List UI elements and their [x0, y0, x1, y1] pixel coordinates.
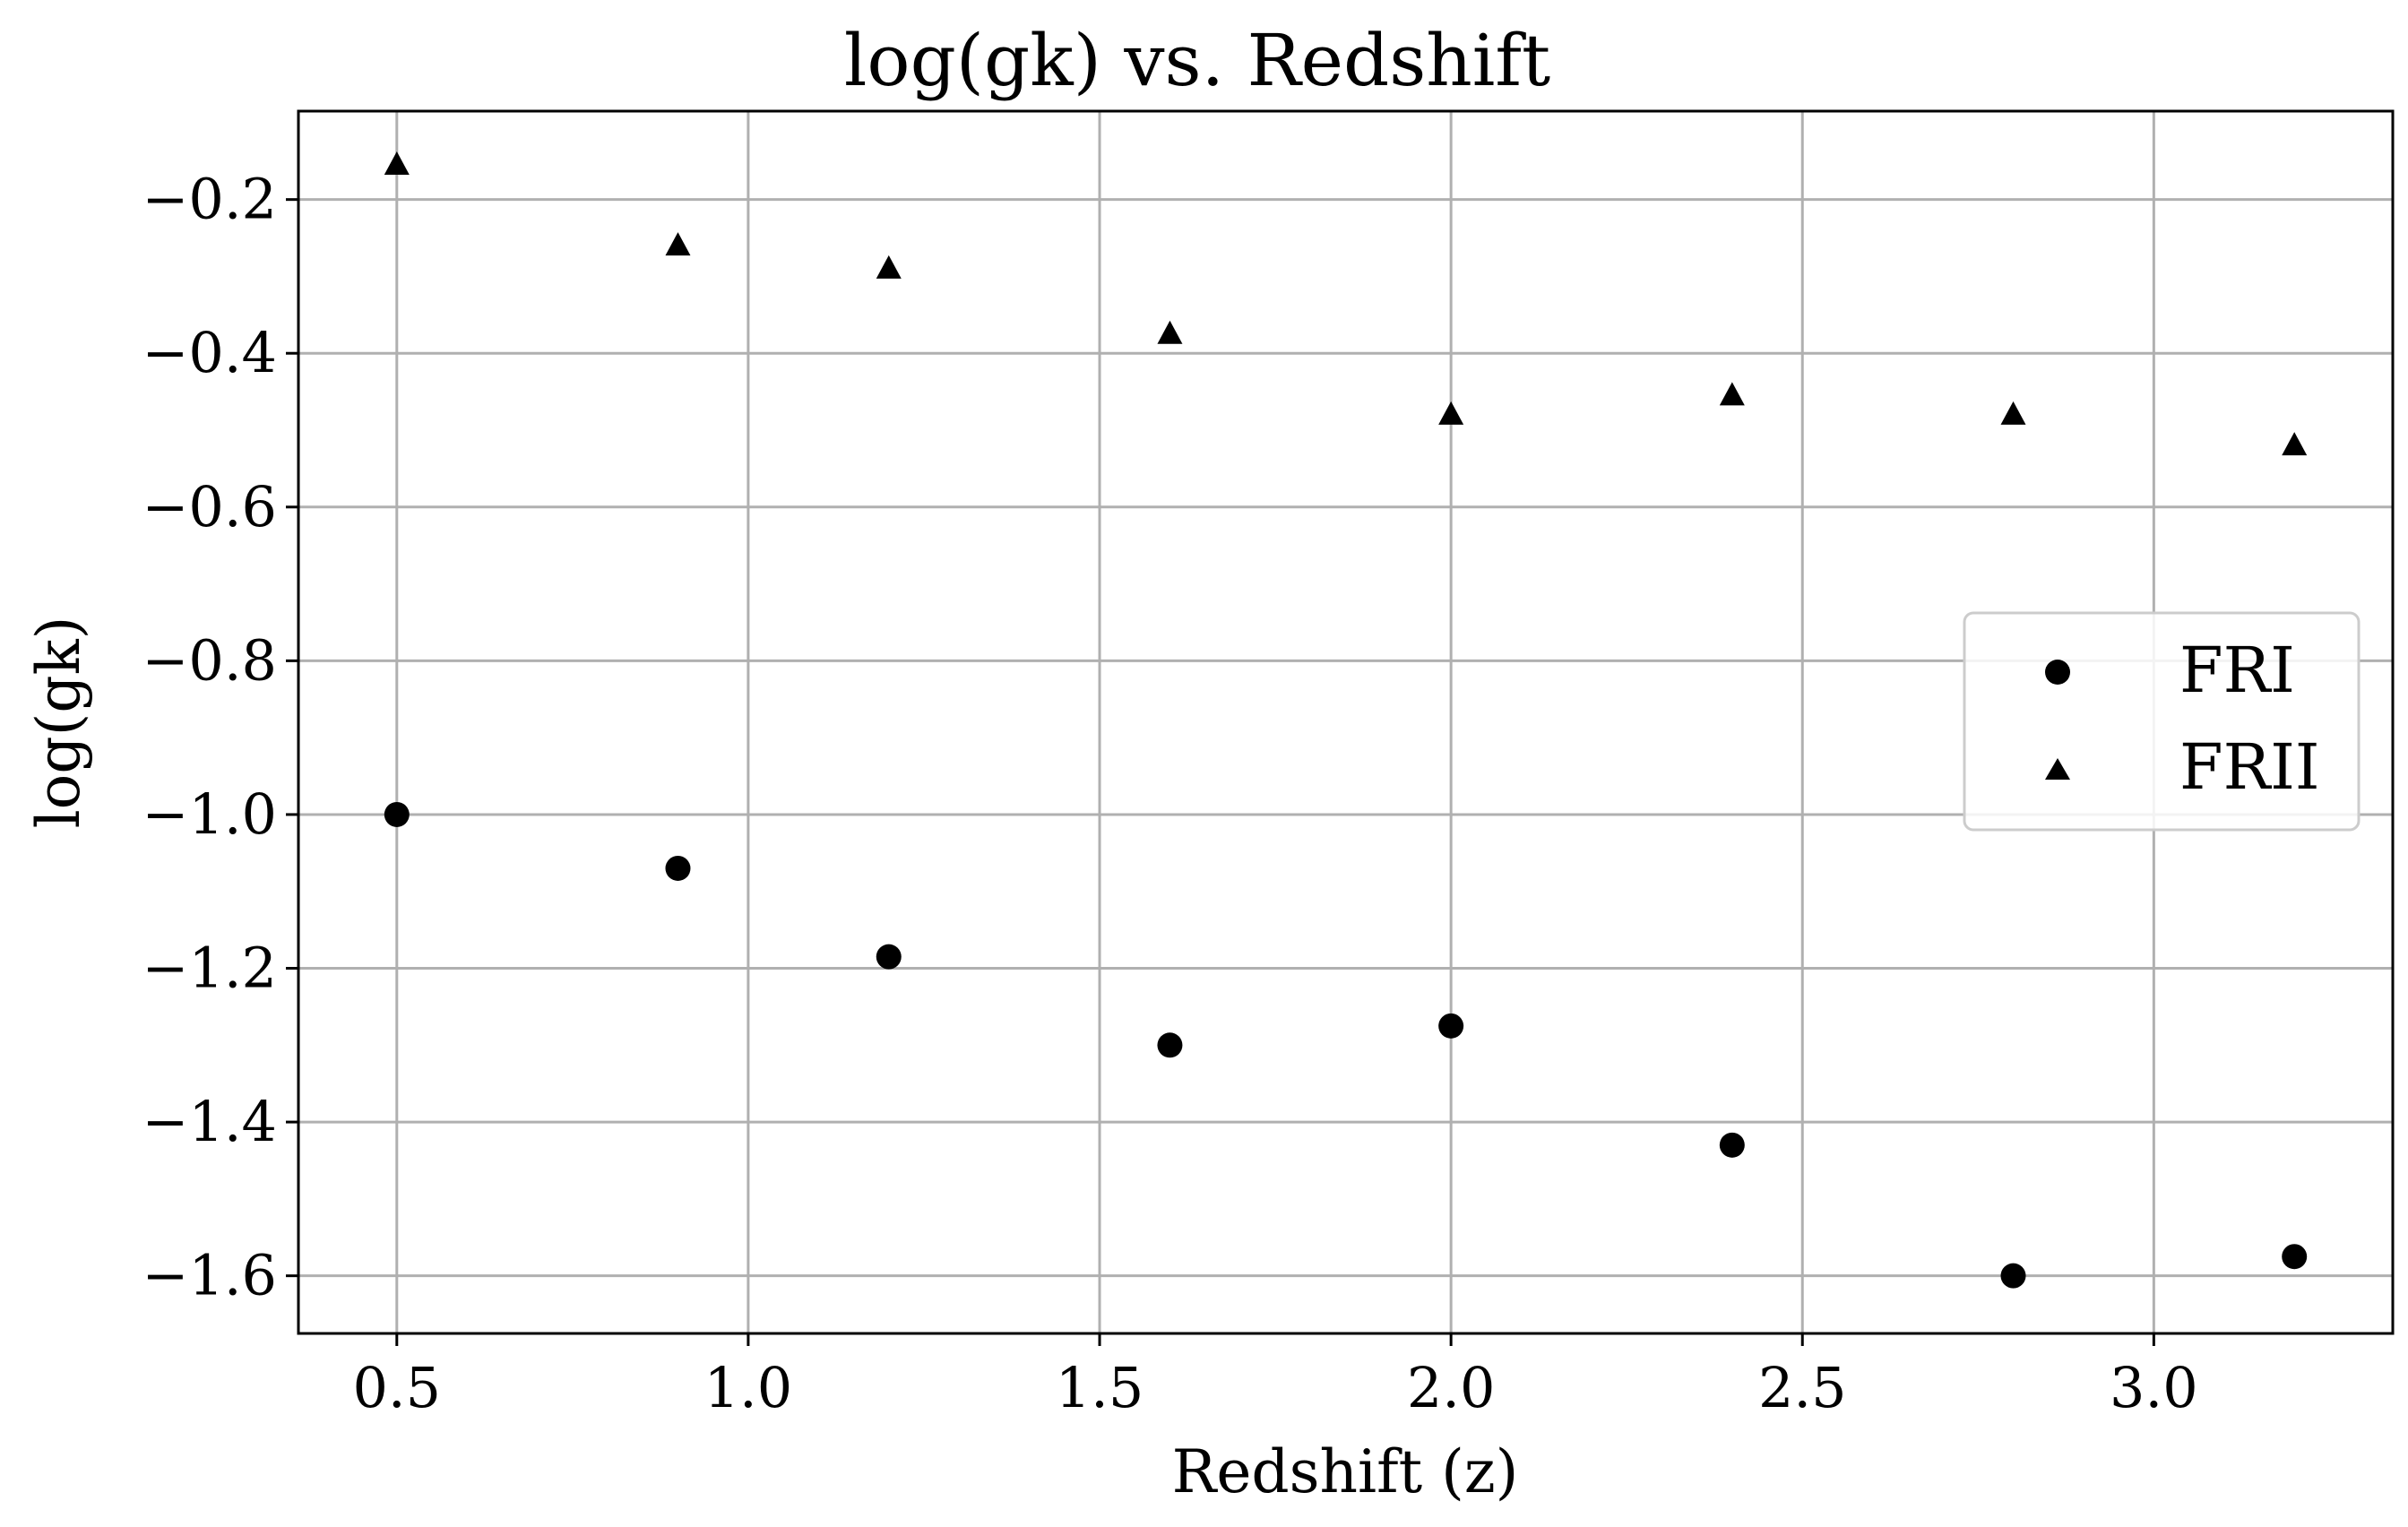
legend-label-frii: FRII [2179, 730, 2320, 804]
y-tick-label: −1.0 [142, 781, 277, 847]
x-tick-label: 2.5 [1758, 1355, 1847, 1420]
point-fri [665, 855, 691, 881]
point-frii [665, 232, 691, 256]
point-frii [1438, 401, 1464, 425]
point-frii [1157, 320, 1183, 344]
x-tick-label: 1.0 [704, 1355, 793, 1420]
x-axis-label: Redshift (z) [1172, 1437, 1519, 1506]
point-frii [876, 254, 902, 279]
y-tick-label: −1.6 [142, 1243, 277, 1308]
y-tick-label: −0.8 [142, 627, 277, 693]
point-fri [1438, 1013, 1464, 1039]
data-points [384, 151, 2308, 1289]
x-tick-label: 2.0 [1407, 1355, 1496, 1420]
x-axis-ticks: 0.5 1.0 1.5 2.0 2.5 3.0 [352, 1333, 2198, 1420]
legend: FRI FRII [1963, 611, 2361, 832]
point-fri [1157, 1032, 1183, 1058]
y-tick-label: −0.2 [142, 167, 277, 232]
point-frii [1719, 382, 1745, 406]
x-tick-label: 0.5 [352, 1355, 441, 1420]
legend-label-fri: FRI [2179, 634, 2295, 707]
y-axis-label: log(gk) [24, 617, 93, 829]
point-frii [2000, 401, 2026, 425]
legend-marker-fri [2045, 660, 2070, 685]
chart-title: log(gk) vs. Redshift [844, 19, 1550, 102]
y-axis-ticks: −0.2 −0.4 −0.6 −0.8 −1.0 −1.2 −1.4 −1.6 [142, 167, 298, 1308]
point-fri [384, 801, 410, 827]
point-fri [2000, 1263, 2026, 1289]
point-fri [1719, 1132, 1745, 1158]
point-fri [2282, 1244, 2308, 1270]
y-tick-label: −0.4 [142, 320, 277, 385]
point-frii [384, 151, 410, 176]
x-tick-label: 3.0 [2110, 1355, 2198, 1420]
x-tick-label: 1.5 [1056, 1355, 1144, 1420]
plot-frame [297, 109, 2395, 1335]
y-tick-label: −1.2 [142, 936, 277, 1001]
y-tick-label: −0.6 [142, 474, 277, 539]
point-fri [876, 944, 902, 970]
y-tick-label: −1.4 [142, 1089, 277, 1154]
legend-marker-frii [2045, 758, 2070, 780]
point-frii [2282, 432, 2308, 456]
